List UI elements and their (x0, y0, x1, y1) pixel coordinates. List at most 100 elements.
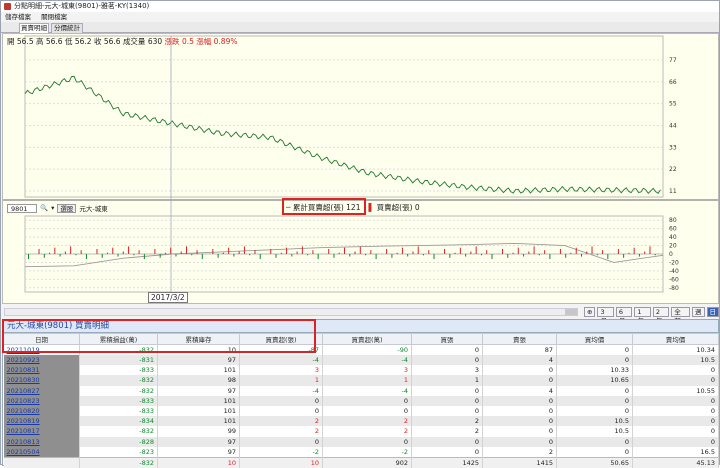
table-cell: 0 (482, 426, 557, 437)
table-cell: 10.33 (556, 365, 633, 376)
table-row[interactable]: 20210813 -828 97 0 0 0 0 0 0 (3, 436, 719, 447)
daily-bar (28, 254, 29, 260)
col-header[interactable]: 買賣超(張) (239, 333, 323, 345)
table-cell: 0 (322, 395, 412, 406)
daily-bar (270, 248, 272, 254)
chart-scrollbar[interactable] (4, 308, 578, 316)
period-2y[interactable]: 2年 (652, 307, 670, 325)
indicator-legend: ━ 累計買賣超(張) 121 ▌ 買賣超(張) 0 (286, 203, 420, 212)
ind-tick-label: -20 (669, 259, 679, 266)
daily-bar (475, 246, 477, 254)
table-cell: 2 (411, 426, 483, 437)
table-cell: 0 (239, 436, 323, 447)
broker-select[interactable]: 9801 (7, 203, 37, 213)
daily-bar (401, 247, 403, 254)
period-all[interactable]: 全部 (671, 307, 691, 325)
table-cell: 2 (239, 426, 323, 437)
table-cell: -832 (79, 344, 158, 355)
date-link[interactable]: 20210823 (3, 395, 80, 406)
table-cell: 10 (157, 344, 240, 355)
date-link[interactable]: 20210830 (3, 375, 80, 386)
date-link[interactable]: 20210820 (3, 405, 80, 417)
daily-bar (107, 252, 108, 254)
daily-bar (623, 254, 625, 258)
daily-bar (317, 254, 319, 260)
daily-bar (649, 246, 651, 254)
date-link[interactable]: 20211019 (3, 344, 80, 355)
detail-table: 日期 累積損益(萬) 累積庫存 買賣超(張) 買賣超(萬) 買張 賣張 買均價 賣均價 2021… (3, 333, 719, 468)
table-cell: 16.5 (632, 446, 719, 458)
period-6m[interactable]: 6月 (615, 307, 633, 325)
table-row[interactable]: 20210504 -823 97 -2 -2 0 2 0 16.5 (3, 446, 719, 458)
table-cell: 0 (556, 436, 633, 447)
date-link[interactable]: 20210819 (3, 416, 80, 427)
table-cell: 101 (157, 395, 240, 406)
volume-value: 630 (147, 37, 163, 46)
daily-bar (465, 254, 467, 257)
chart-area[interactable]: 11 22 33 44 55 66 77 80 60 40 20 0 -20 -40 -60 -80 開 56… (2, 33, 719, 338)
daily-bar (433, 254, 435, 260)
menu-close-file[interactable]: 關閉檔案 (41, 13, 68, 21)
table-cell: 0 (482, 395, 557, 406)
dropdown-arrow-icon[interactable]: ▾ (51, 204, 55, 212)
date-link[interactable]: 20210923 (3, 355, 80, 366)
table-cell: 3 (411, 365, 483, 376)
col-header[interactable]: 累積損益(萬) (79, 333, 158, 345)
period-selector: ⊕ 3月 6月 1年 2年 全部 週 日 (584, 307, 720, 325)
table-row[interactable]: 20210830 -832 98 1 1 1 0 10.65 0 (3, 375, 719, 386)
table-row[interactable]: 20210831 -833 101 3 3 3 0 10.33 0 (3, 365, 719, 376)
daily-bar (470, 251, 472, 254)
table-row[interactable]: 20210923 -831 97 -4 -4 0 4 0 10.5 (3, 355, 719, 366)
daily-bar (386, 248, 388, 254)
tab-trade-detail[interactable]: 買賣明細 (19, 23, 49, 33)
app-icon (4, 3, 11, 10)
daily-bar (96, 248, 98, 254)
table-cell: 3 (239, 365, 323, 376)
date-link[interactable]: 20210817 (3, 426, 80, 437)
daily-bar (359, 246, 361, 254)
price-tick-label: 33 (669, 144, 677, 151)
tab-price-stats[interactable]: 分價統計 (51, 23, 83, 33)
title-bar: 分點明細-元大-城東(9801)-雅茗-KY(1340) (1, 1, 719, 12)
table-row[interactable]: 20211019 -832 10 -87 -90 0 87 0 10.34 (3, 344, 719, 355)
table-cell: -2 (239, 446, 323, 458)
zoom-in-icon[interactable]: ⊕ (584, 307, 596, 317)
table-cell: -833 (79, 405, 158, 417)
search-icon[interactable]: 🔍 (40, 204, 49, 212)
col-header[interactable]: 賣均價 (632, 333, 719, 345)
period-week[interactable]: 週 (692, 307, 705, 317)
table-row[interactable]: 20210817 -832 99 2 2 2 0 10.5 0 (3, 426, 719, 437)
table-cell: 0 (322, 405, 412, 417)
daily-bar (575, 247, 577, 254)
daily-bar (628, 252, 630, 254)
table-row[interactable]: 20210820 -833 101 0 0 0 0 0 0 (3, 405, 719, 417)
period-day[interactable]: 日 (706, 307, 720, 317)
table-cell: -828 (79, 436, 158, 447)
col-header[interactable]: 買賣超(萬) (322, 333, 412, 345)
table-row[interactable]: 20210827 -832 97 -4 -4 0 4 0 10.55 (3, 385, 719, 396)
date-link[interactable]: 20210813 (3, 436, 80, 447)
col-header[interactable]: 賣張 (482, 333, 557, 345)
date-link[interactable]: 20210504 (3, 446, 80, 458)
table-cell: 0 (411, 385, 483, 396)
menu-save-file[interactable]: 儲存檔案 (5, 13, 31, 21)
ind-tick-label: -60 (669, 276, 679, 283)
table-row[interactable]: 20210823 -833 101 0 0 0 0 0 0 (3, 395, 719, 406)
pick-stock-button[interactable]: 選股 (57, 203, 77, 213)
date-link[interactable]: 20210827 (3, 385, 80, 396)
daily-bar (243, 246, 245, 254)
col-header[interactable]: 日期 (3, 333, 80, 345)
scroll-thumb[interactable] (565, 309, 577, 315)
table-row[interactable]: 20210819 -834 101 2 2 2 0 10.5 0 (3, 416, 719, 427)
col-header[interactable]: 買張 (411, 333, 483, 345)
daily-bar (523, 254, 525, 257)
period-3m[interactable]: 3月 (597, 307, 614, 325)
period-1y[interactable]: 1年 (634, 307, 651, 325)
table-cell: -832 (79, 375, 158, 386)
date-link[interactable]: 20210831 (3, 365, 80, 376)
col-header[interactable]: 累積庫存 (157, 333, 240, 345)
col-header[interactable]: 買均價 (556, 333, 633, 345)
daily-bar (365, 254, 367, 256)
